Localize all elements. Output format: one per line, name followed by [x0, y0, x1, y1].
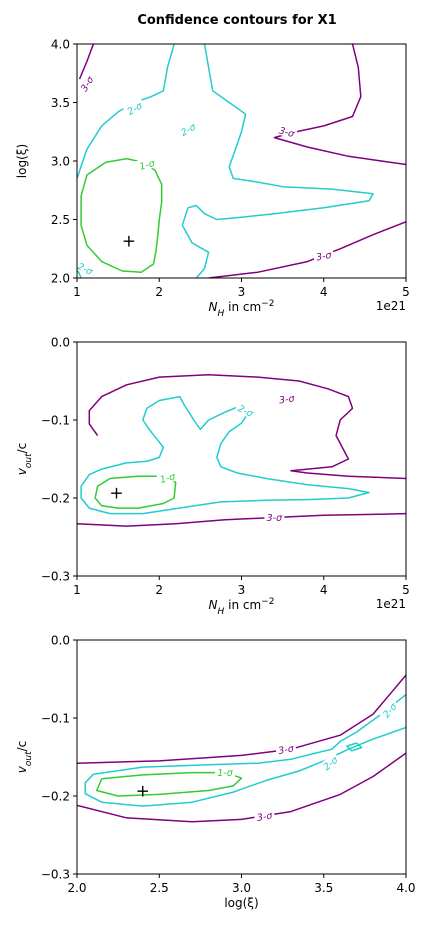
contour-label: 1-σ	[138, 158, 157, 173]
contour-label: 1-σ	[217, 768, 233, 779]
contour-label-bg	[275, 741, 297, 756]
x-tick-label: 3	[238, 285, 246, 299]
x-tick-label: 3	[238, 583, 246, 597]
best-fit-marker: +	[122, 232, 136, 252]
y-tick-label: −0.2	[41, 790, 70, 804]
y-tick-label: −0.3	[41, 868, 70, 882]
chart-panel-1: 3-σ2-σ2-σ1-σ3-σ3-σ2-σ+1 2 3 4 52.02.53.03.54…	[15, 38, 410, 320]
x-offset-label: 1e21	[376, 597, 406, 611]
contour-2-sigma-path-1	[80, 395, 370, 515]
contour-label-bg	[264, 511, 285, 523]
x-tick-label: 2.0	[67, 881, 86, 895]
contour-label: 3-σ	[256, 810, 274, 824]
contour-label: 3-σ	[267, 513, 283, 524]
contour-1-sigma-path-1	[80, 157, 163, 273]
y-tick-label: 3.5	[51, 96, 70, 110]
y-tick-label: 2.5	[51, 213, 70, 227]
y-tick-label: 2.0	[51, 272, 70, 286]
contour-label-bg	[74, 258, 97, 278]
x-tick-label: 4	[320, 583, 328, 597]
x-offset-label: 1e21	[376, 299, 406, 313]
y-tick-label: −0.2	[41, 492, 70, 506]
y-tick-label: −0.1	[41, 414, 70, 428]
y-tick-label: 4.0	[51, 38, 70, 52]
contour-label-bg	[215, 766, 236, 778]
x-axis-label: log(ξ)	[224, 896, 258, 910]
contour-label-bg	[176, 119, 200, 139]
contour-3-sigma-path-2	[77, 512, 406, 527]
contour-label: 3-σ	[278, 125, 297, 140]
y-tick-label: 0.0	[51, 634, 70, 648]
contour-2-sigma-path-2	[181, 44, 374, 278]
contour-label: 3-σ	[278, 393, 296, 406]
x-tick-label: 5	[402, 583, 410, 597]
contour-2-sigma-path-2	[84, 726, 406, 807]
y-tick-label: −0.1	[41, 712, 70, 726]
contour-label-bg	[234, 400, 258, 420]
x-tick-label: 2	[155, 285, 163, 299]
contour-label-bg	[312, 248, 335, 263]
contour-label: 3-σ	[315, 250, 333, 264]
best-fit-marker: +	[109, 484, 123, 504]
y-axis-label: vout/c	[15, 741, 34, 774]
x-axis-label: NH in cm−2	[209, 597, 275, 617]
x-axis-label: NH in cm−2	[209, 299, 275, 319]
contour-label-bg	[253, 808, 276, 823]
y-axis-label: vout/c	[15, 443, 34, 476]
x-tick-label: 3.0	[232, 881, 251, 895]
contour-label-bg	[275, 123, 298, 140]
x-tick-label: 5	[402, 285, 410, 299]
contour-label-bg	[76, 72, 97, 95]
y-tick-label: 0.0	[51, 336, 70, 350]
contour-label-bg	[378, 698, 400, 722]
axes-frame	[76, 639, 407, 875]
contour-label: 3-σ	[278, 743, 296, 757]
contour-label-bg	[122, 98, 146, 118]
contour-3-sigma-path-1	[78, 44, 95, 80]
best-fit-marker: +	[136, 782, 150, 802]
x-tick-label: 3.5	[314, 881, 333, 895]
contour-label-bg	[135, 156, 158, 172]
contour-label-bg	[275, 391, 298, 406]
contour-3-sigma-path-3	[208, 221, 406, 278]
x-tick-label: 2.5	[150, 881, 169, 895]
contour-3-sigma-path-2	[273, 44, 406, 166]
axes-frame	[76, 341, 407, 577]
figure-title: Confidence contours for X1	[137, 13, 336, 28]
contour-label-bg	[318, 752, 342, 774]
contour-2-sigma-path-1	[93, 694, 406, 775]
contour-1-sigma-path-1	[95, 771, 243, 797]
y-tick-label: 3.0	[51, 155, 70, 169]
chart-panel-2: 3-σ2-σ1-σ3-σ+1 2 3 4 5−0.3−0.2−0.10.01e21NH …	[15, 336, 410, 618]
chart-panel-3: 3-σ2-σ2-σ1-σ3-σ+2.0 2.5 3.0 3.5 4.0−0.3−0.2−…	[15, 634, 416, 911]
contour-3-sigma-path-1	[88, 374, 406, 480]
contour-label: 1-σ	[159, 471, 178, 486]
contour-label-bg	[156, 469, 179, 486]
x-tick-label: 4.0	[396, 881, 415, 895]
x-tick-label: 1	[73, 583, 81, 597]
panels: 3-σ2-σ2-σ1-σ3-σ3-σ2-σ+1 2 3 4 52.02.53.03.54…	[15, 38, 416, 911]
y-axis-label: log(ξ)	[15, 144, 29, 178]
x-tick-label: 2	[155, 583, 163, 597]
x-tick-label: 1	[73, 285, 81, 299]
x-tick-label: 4	[320, 285, 328, 299]
contour-2-sigma-path-3	[346, 742, 363, 752]
y-tick-label: −0.3	[41, 570, 70, 584]
